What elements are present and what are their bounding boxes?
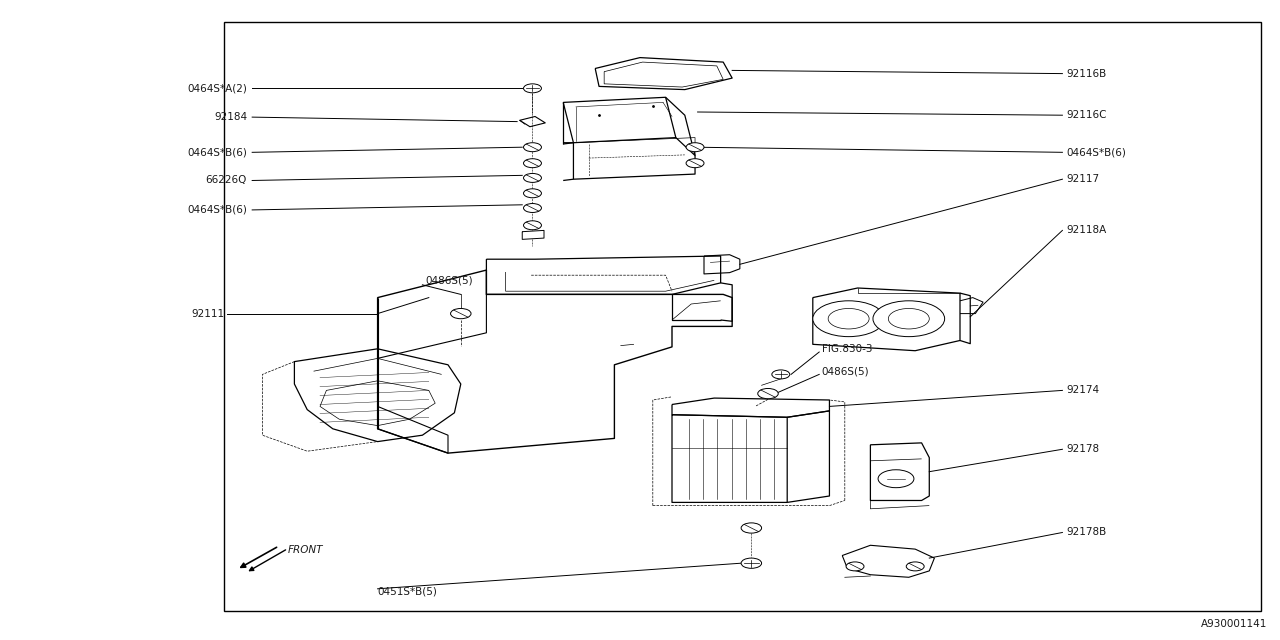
Circle shape [451,308,471,319]
Circle shape [686,159,704,168]
Circle shape [524,189,541,198]
Text: 0464S*A(2): 0464S*A(2) [187,83,247,93]
Circle shape [758,388,778,399]
Text: 92178B: 92178B [1066,527,1106,538]
Text: FRONT: FRONT [288,545,324,556]
Circle shape [846,562,864,571]
Circle shape [878,470,914,488]
Circle shape [772,370,790,379]
Circle shape [524,204,541,212]
Text: FIG.830-3: FIG.830-3 [822,344,872,354]
Bar [224,22,1261,611]
Circle shape [524,159,541,168]
Text: A930001141: A930001141 [1201,619,1267,629]
Text: 66226Q: 66226Q [206,175,247,186]
Text: 92178: 92178 [1066,444,1100,454]
Text: 92111: 92111 [191,308,224,319]
Circle shape [686,143,704,152]
Text: 92174: 92174 [1066,385,1100,396]
Text: 92117: 92117 [1066,174,1100,184]
Text: 0486S(5): 0486S(5) [425,275,472,285]
Text: 92184: 92184 [214,112,247,122]
Circle shape [524,221,541,230]
Circle shape [741,523,762,533]
Circle shape [813,301,884,337]
Text: 0464S*B(6): 0464S*B(6) [187,147,247,157]
Text: 92118A: 92118A [1066,225,1106,236]
Circle shape [741,558,762,568]
Circle shape [524,84,541,93]
Text: 92116B: 92116B [1066,68,1106,79]
Circle shape [888,308,929,329]
Text: 0464S*B(6): 0464S*B(6) [187,205,247,215]
Text: 0486S(5): 0486S(5) [822,366,869,376]
Circle shape [906,562,924,571]
Circle shape [524,143,541,152]
Circle shape [873,301,945,337]
Circle shape [828,308,869,329]
Text: 0451S*B(5): 0451S*B(5) [378,587,438,597]
Circle shape [524,173,541,182]
Text: 0464S*B(6): 0464S*B(6) [1066,147,1126,157]
Text: 92116C: 92116C [1066,110,1107,120]
